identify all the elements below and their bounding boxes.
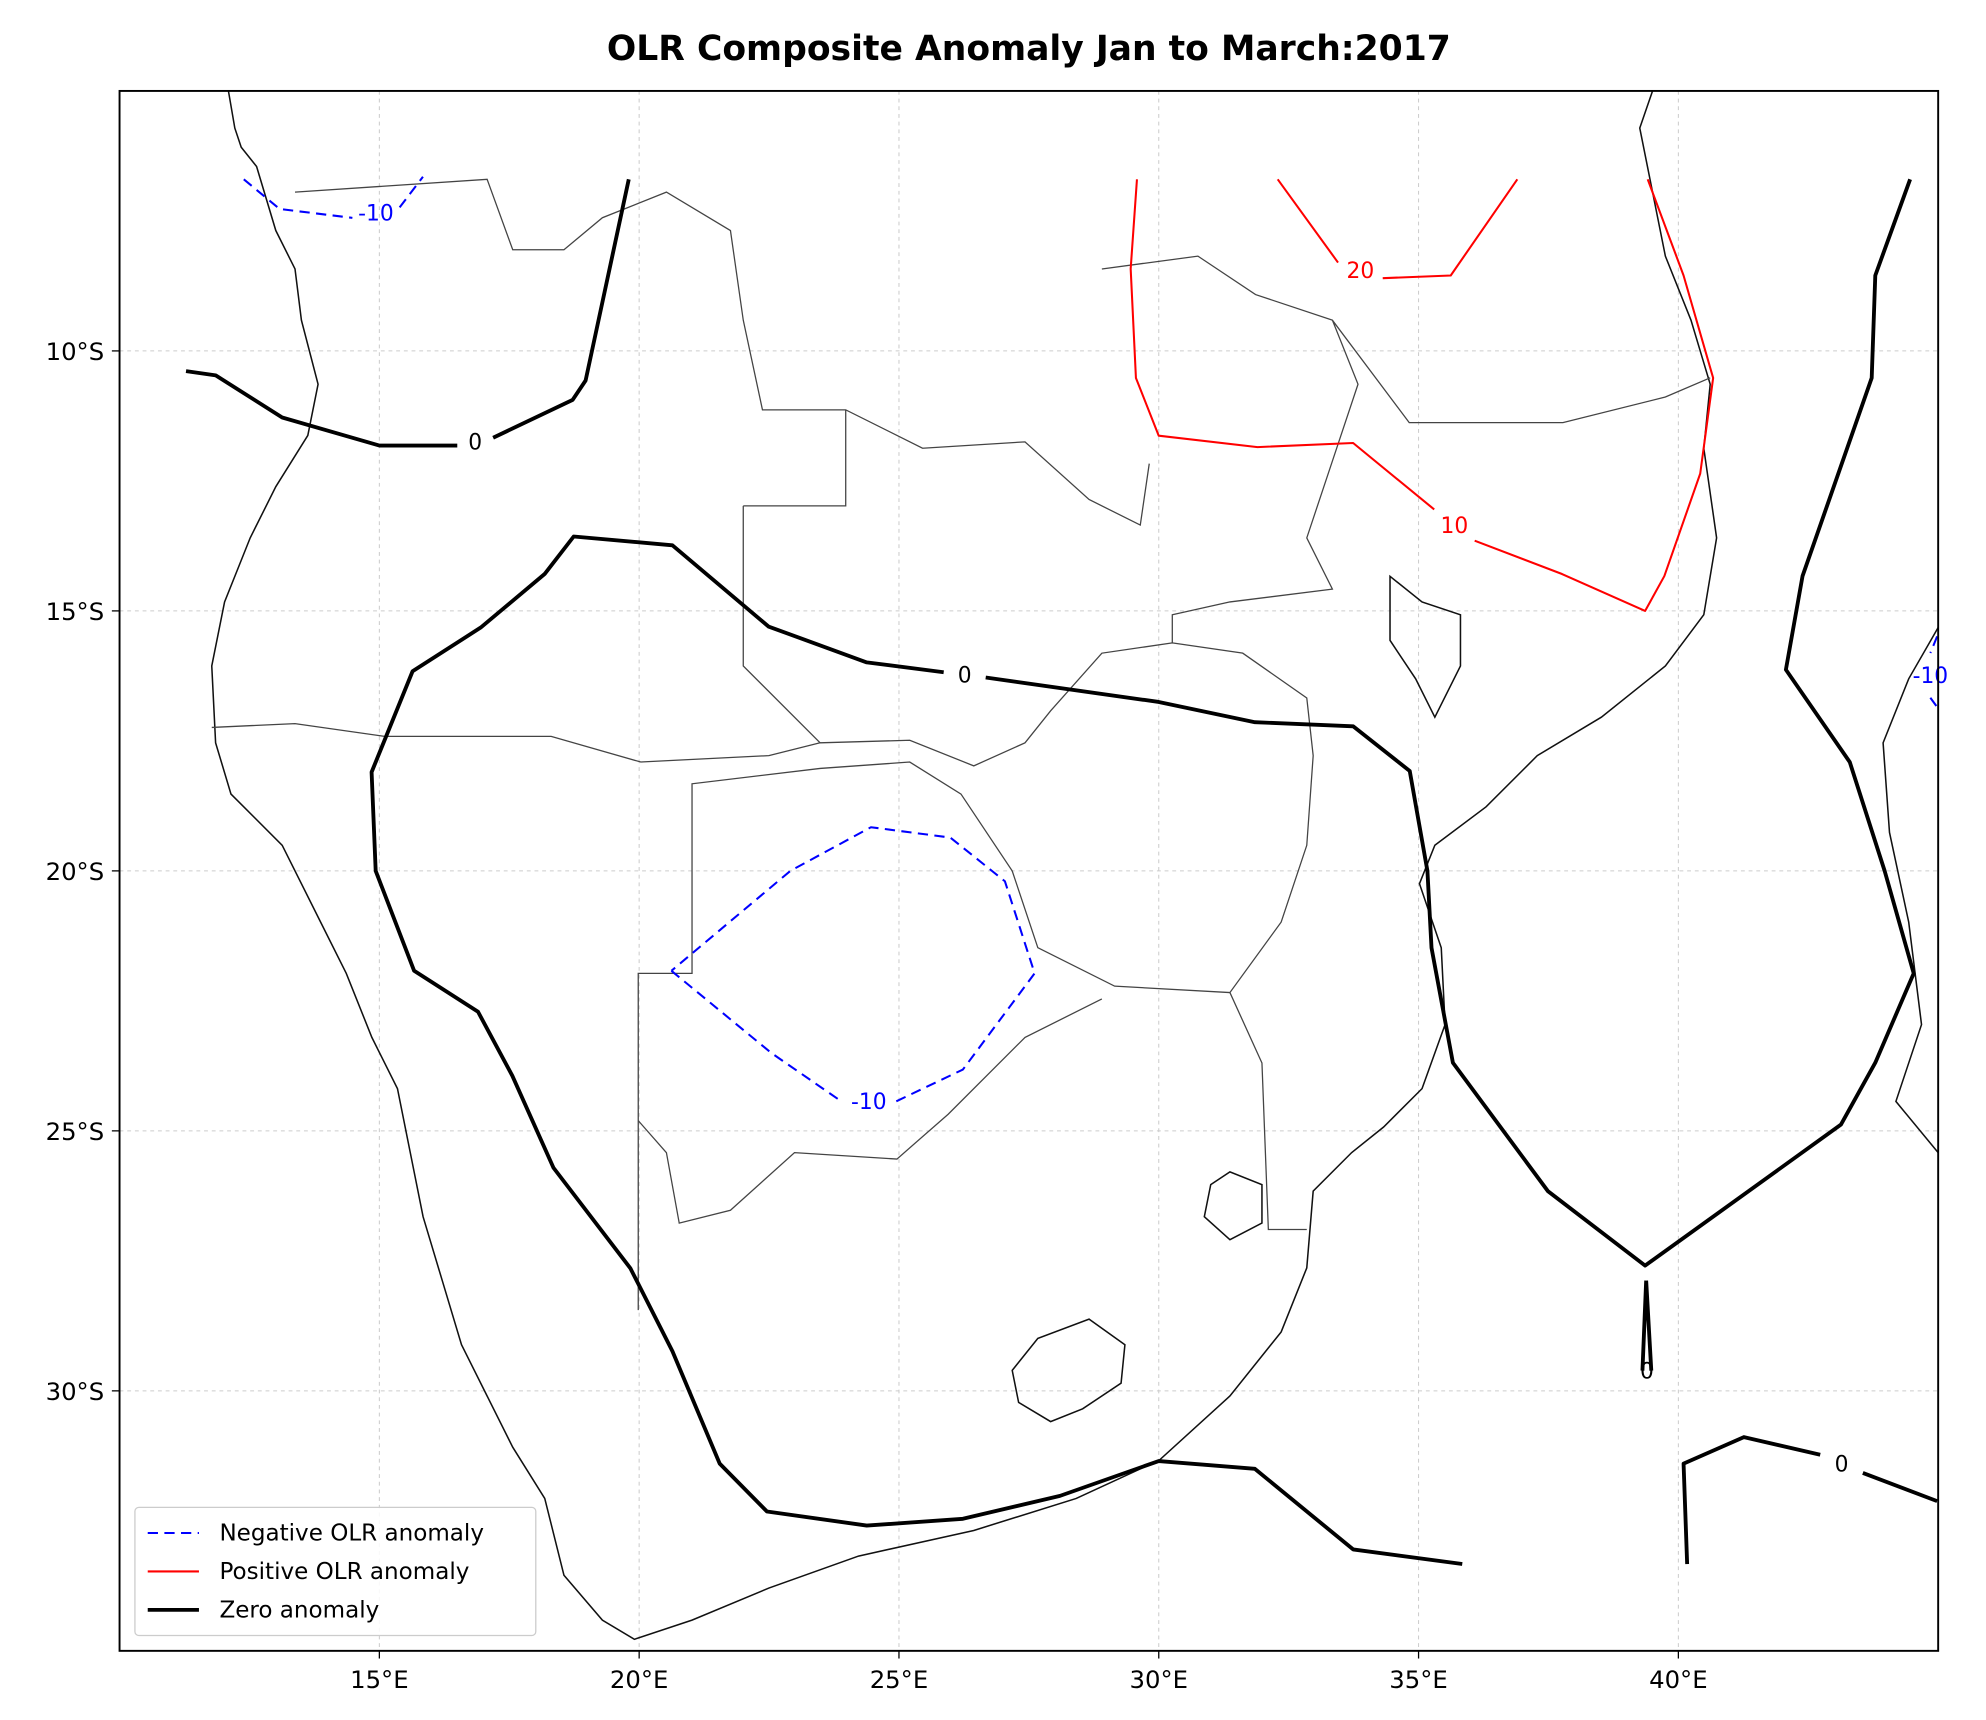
- contour-label: 0: [958, 664, 972, 689]
- x-tick-label: 15°E: [350, 1665, 409, 1694]
- contour-label: -10: [1913, 664, 1949, 689]
- y-tick-label: 10°S: [46, 337, 105, 366]
- contour-label: 0: [468, 430, 482, 455]
- contour-line: [243, 176, 424, 219]
- grid: [119, 90, 1939, 1651]
- contour-label: 10: [1441, 514, 1469, 539]
- chart-title: OLR Composite Anomaly Jan to March:2017: [607, 29, 1451, 69]
- legend-box: [134, 1506, 537, 1637]
- legend-label: Positive OLR anomaly: [219, 1559, 469, 1585]
- legend-label: Zero anomaly: [219, 1598, 379, 1624]
- coastline: [210, 90, 1718, 1641]
- border: [637, 761, 1230, 1311]
- contour-label: 0: [1640, 1359, 1654, 1384]
- border: [637, 998, 1103, 1224]
- x-tick-label: 40°E: [1649, 1665, 1708, 1694]
- border: [294, 178, 1150, 527]
- x-tick-label: 35°E: [1389, 1665, 1448, 1694]
- y-tick-label: 15°S: [46, 597, 105, 626]
- legend-label: Negative OLR anomaly: [219, 1521, 484, 1547]
- contour-label: 20: [1347, 259, 1375, 284]
- contour-label: 0: [1835, 1453, 1849, 1478]
- eswatini: [1203, 1170, 1263, 1241]
- contour-line: [1129, 178, 1715, 612]
- contour-label: -10: [851, 1090, 887, 1115]
- plot-frame: [118, 89, 1940, 1652]
- lake-malawi: [1389, 574, 1462, 719]
- y-tick-label: 25°S: [46, 1117, 105, 1146]
- x-tick-label: 20°E: [610, 1665, 669, 1694]
- y-tick-label: 30°S: [46, 1377, 105, 1406]
- lesotho: [1011, 1318, 1126, 1423]
- contour-line: [1929, 636, 1939, 708]
- border: [742, 409, 847, 744]
- contour-line: [185, 178, 631, 448]
- contour-line: [1640, 1280, 1654, 1371]
- y-tick-label: 20°S: [46, 857, 105, 886]
- legend: Negative OLR anomaly Positive OLR anomaly…: [134, 1506, 537, 1637]
- madagascar: [1882, 627, 1939, 1154]
- contour-line: [1681, 1435, 1938, 1565]
- contour-label: -10: [358, 201, 394, 226]
- contour-line: [369, 178, 1916, 1566]
- x-tick-label: 30°E: [1130, 1665, 1189, 1694]
- basemap: [210, 90, 1939, 1641]
- border: [1101, 255, 1711, 643]
- border: [211, 642, 1314, 1231]
- x-tick-label: 25°E: [870, 1665, 929, 1694]
- contour-line: [1276, 178, 1519, 280]
- contour-line: [670, 826, 1036, 1103]
